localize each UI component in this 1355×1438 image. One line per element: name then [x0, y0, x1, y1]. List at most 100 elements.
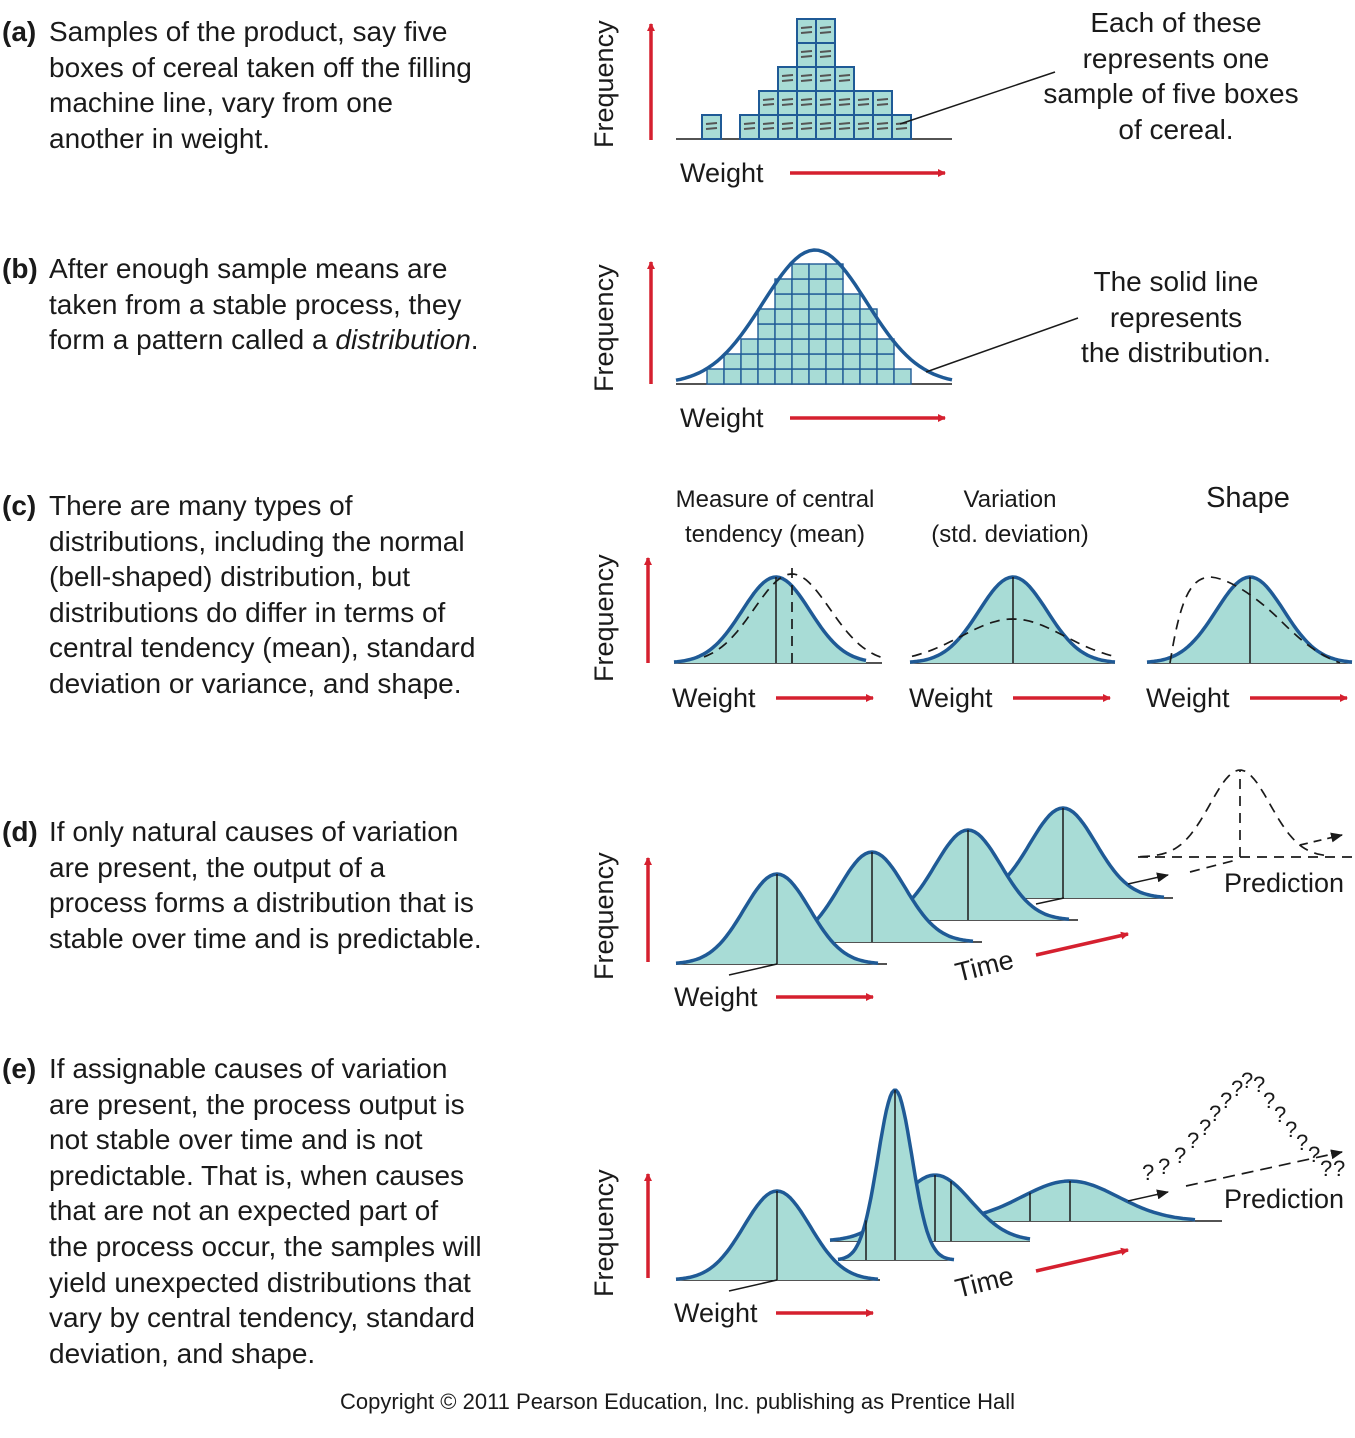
histogram-cell: [757, 338, 776, 355]
cereal-box-label-mark: [838, 98, 851, 101]
cereal-box: [872, 114, 893, 140]
time-axis-leader: [1035, 897, 1065, 905]
frequency-axis-label: Frequency: [589, 554, 619, 682]
histogram-cell: [842, 308, 861, 325]
weight-axis-label: Weight: [909, 683, 993, 713]
cereal-box-label-mark: [800, 127, 813, 130]
question-mark: ?: [1231, 1076, 1243, 1101]
histogram-cell: [876, 338, 895, 355]
question-mark: ?: [1174, 1143, 1186, 1168]
histogram-cell: [808, 323, 827, 340]
cereal-box-label-mark: [838, 122, 851, 125]
cereal-box: [777, 66, 798, 92]
cereal-box: [796, 42, 817, 68]
cereal-box-label-mark: [743, 127, 756, 130]
panel-b-line: After enough sample means are: [49, 253, 448, 284]
cereal-box-label-mark: [705, 127, 718, 130]
panel-c-line: central tendency (mean), standard: [49, 632, 476, 664]
cereal-box: [872, 90, 893, 116]
question-mark: ?: [1142, 1160, 1154, 1185]
cereal-box: [758, 90, 779, 116]
panel-d-letter: (d): [2, 816, 38, 847]
histogram-cell: [876, 368, 895, 385]
prediction-label-d: Prediction: [1224, 868, 1344, 898]
cereal-box: [796, 66, 817, 92]
histogram-cell: [808, 353, 827, 370]
histogram-cell: [757, 323, 776, 340]
panel-a-letter: (a): [2, 16, 37, 47]
histogram-cell: [808, 278, 827, 295]
copyright-notice: Copyright © 2011 Pearson Education, Inc.…: [340, 1389, 1015, 1414]
cereal-box-label-mark: [781, 74, 794, 77]
cereal-box-label-mark: [781, 103, 794, 106]
frequency-axis-label: Frequency: [589, 264, 619, 392]
histogram-cell: [808, 308, 827, 325]
panel-e-line: vary by central tendency, standard: [49, 1302, 475, 1334]
predicted-curve: [1139, 769, 1331, 858]
panel-e-line: not stable over time and is not: [49, 1124, 423, 1156]
histogram-cell: [859, 368, 878, 385]
question-mark: ?: [1220, 1088, 1232, 1113]
histogram-cell: [825, 308, 844, 325]
cereal-box: [834, 90, 855, 116]
panel-c-line: distributions do differ in terms of: [49, 596, 446, 628]
histogram-cell: [757, 368, 776, 385]
histogram-cell: [808, 338, 827, 355]
histogram-cell: [893, 368, 912, 385]
histogram-cell: [825, 278, 844, 295]
histogram-cell: [706, 368, 725, 385]
question-mark: ?: [1320, 1156, 1332, 1181]
question-mark: ?: [1285, 1117, 1297, 1142]
question-mark: ?: [1274, 1102, 1286, 1127]
cereal-box-label-mark: [762, 98, 775, 101]
cereal-box-label-mark: [876, 127, 889, 130]
callout-a-line: Each of these: [1090, 7, 1261, 38]
cereal-box-label-mark: [781, 127, 794, 130]
panel-d-line: process forms a distribution that is: [49, 887, 474, 919]
prediction-label-e: Prediction: [1224, 1184, 1344, 1214]
histogram-cell: [791, 338, 810, 355]
question-mark: ?: [1308, 1142, 1320, 1167]
header-variation: (std. deviation): [931, 521, 1088, 548]
cereal-box: [834, 66, 855, 92]
prediction-arrow: [1127, 872, 1169, 885]
histogram-cell: [791, 353, 810, 370]
cereal-box: [815, 114, 836, 140]
frequency-axis-label: Frequency: [589, 20, 619, 148]
histogram-cell: [757, 353, 776, 370]
panel-c-line: (bell-shaped) distribution, but: [49, 561, 411, 593]
cereal-box: [796, 90, 817, 116]
panel-d-line: are present, the output of a: [49, 851, 386, 883]
histogram-cell: [774, 353, 793, 370]
cereal-box-label-mark: [819, 26, 832, 29]
cereal-box-label-mark: [838, 127, 851, 130]
header-variation: Variation: [964, 486, 1057, 513]
header-mean: tendency (mean): [685, 521, 865, 548]
cereal-box-label-mark: [800, 74, 813, 77]
histogram-cell: [808, 263, 827, 280]
cereal-box-label-mark: [857, 103, 870, 106]
histogram-cell: [791, 263, 810, 280]
histogram-cell: [774, 323, 793, 340]
panel-e-line: predictable. That is, when causes: [49, 1159, 465, 1191]
histogram-cell: [791, 368, 810, 385]
cereal-box: [834, 114, 855, 140]
histogram-cell: [842, 293, 861, 310]
histogram-cell: [723, 353, 742, 370]
histogram-cell: [825, 263, 844, 280]
panel-e-line: the process occur, the samples will: [49, 1230, 482, 1262]
cereal-box-label-mark: [819, 122, 832, 125]
time-sample-curve-outline: [949, 1179, 1196, 1222]
question-mark: ?: [1209, 1101, 1221, 1126]
histogram-cell: [791, 308, 810, 325]
histogram-cell: [740, 338, 759, 355]
prediction-path: [1185, 1149, 1343, 1187]
question-mark: ?: [1199, 1115, 1211, 1140]
weight-axis-label: Weight: [680, 158, 764, 188]
cereal-box-label-mark: [819, 74, 832, 77]
cereal-box-label-mark: [819, 103, 832, 106]
cereal-box-label-mark: [762, 122, 775, 125]
cereal-box: [777, 114, 798, 140]
mean-curve-outline: [673, 575, 867, 664]
panel-b-line: form a pattern called a distribution.: [49, 322, 479, 358]
